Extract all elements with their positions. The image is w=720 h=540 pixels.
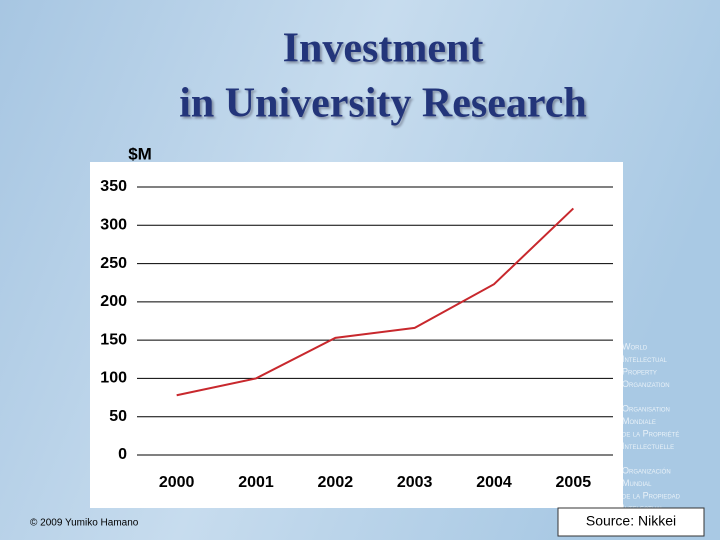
logo-text: de la Propriété (622, 428, 679, 438)
x-tick-label: 2000 (159, 474, 195, 491)
logo-text: de la Propiedad (622, 490, 681, 500)
logo-text: World (622, 341, 648, 351)
x-tick-label: 2004 (476, 474, 512, 491)
logo-text: Property (622, 366, 657, 376)
chart-title: in University Research (179, 81, 587, 127)
logo-text: Intellectual (622, 354, 668, 364)
y-tick-label: 100 (100, 370, 127, 387)
x-tick-label: 2003 (397, 474, 433, 491)
line (176, 207, 575, 397)
logo-text: Intellectuelle (622, 441, 674, 451)
y-tick-label: 50 (109, 408, 127, 425)
chart-title: Investment (283, 26, 484, 72)
source-box (557, 507, 705, 537)
logo-text: Organización (622, 465, 671, 475)
x-tick-label: 2001 (238, 474, 274, 491)
y-tick-label: 150 (100, 331, 127, 348)
y-tick-label: 200 (100, 293, 127, 310)
y-tick-label: 350 (100, 178, 127, 195)
logo-text: Organization (622, 379, 670, 389)
copyright: © 2009 Yumiko Hamano (30, 518, 139, 529)
y-tick-label: 0 (118, 446, 127, 463)
logo-text: Organisation (622, 403, 670, 413)
y-tick-label: 250 (100, 255, 127, 272)
source: Source: Nikkei (586, 513, 676, 529)
x-tick-label: 2002 (318, 474, 354, 491)
x-tick-label: 2005 (556, 474, 592, 491)
logo-text: Mondiale (622, 416, 656, 426)
y-axis-label: $M (128, 144, 152, 163)
y-tick-label: 300 (100, 217, 127, 234)
logo-text: Mundial (622, 478, 652, 488)
